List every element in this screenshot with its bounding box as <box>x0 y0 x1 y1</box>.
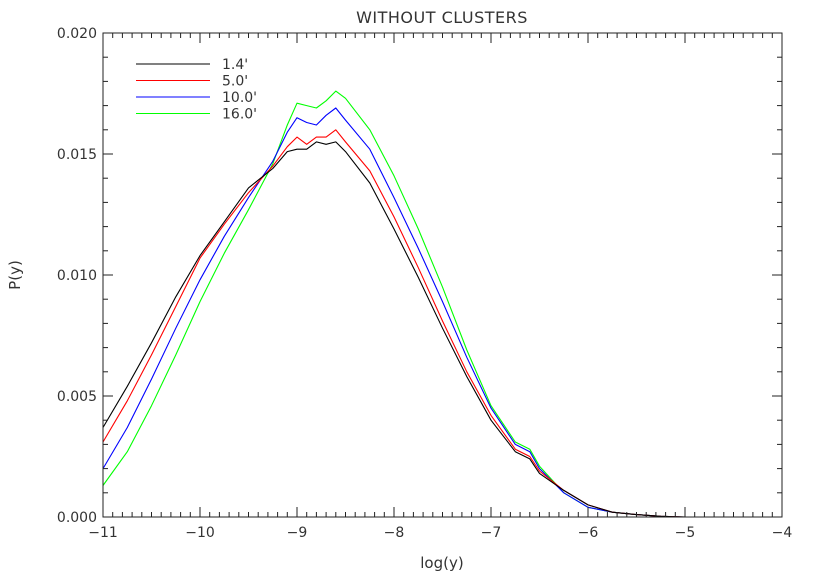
legend-label: 10.0' <box>222 90 257 106</box>
x-tick-label: −7 <box>481 525 502 541</box>
y-tick-label: 0.015 <box>57 147 97 163</box>
y-tick-label: 0.010 <box>57 268 97 284</box>
legend-label: 1.4' <box>222 57 248 73</box>
x-tick-label: −9 <box>287 525 308 541</box>
x-axis-title: log(y) <box>420 554 463 572</box>
series-layer <box>102 90 782 518</box>
y-tick-label: 0.005 <box>57 389 97 405</box>
y-tick-label: 0.000 <box>57 510 97 526</box>
series-line-1-4 <box>102 141 782 518</box>
legend-label: 5.0' <box>222 74 248 90</box>
ticks-layer: −11 −10 −9 −8 −7 −6 −5 −4 0.000 0.005 0.010 0.015 0.… <box>57 26 793 541</box>
y-tick-label: 0.020 <box>57 26 97 42</box>
x-tick-label: −10 <box>185 525 215 541</box>
legend: 1.4'5.0'10.0'16.0' <box>136 57 257 123</box>
x-tick-label: −6 <box>578 525 599 541</box>
legend-label: 16.0' <box>222 107 257 123</box>
x-tick-label: −4 <box>772 525 793 541</box>
chart-title: WITHOUT CLUSTERS <box>356 8 528 27</box>
y-axis-title: P(y) <box>6 260 24 290</box>
x-tick-label: −11 <box>88 525 118 541</box>
x-tick-label: −8 <box>384 525 405 541</box>
x-tick-label: −5 <box>675 525 696 541</box>
